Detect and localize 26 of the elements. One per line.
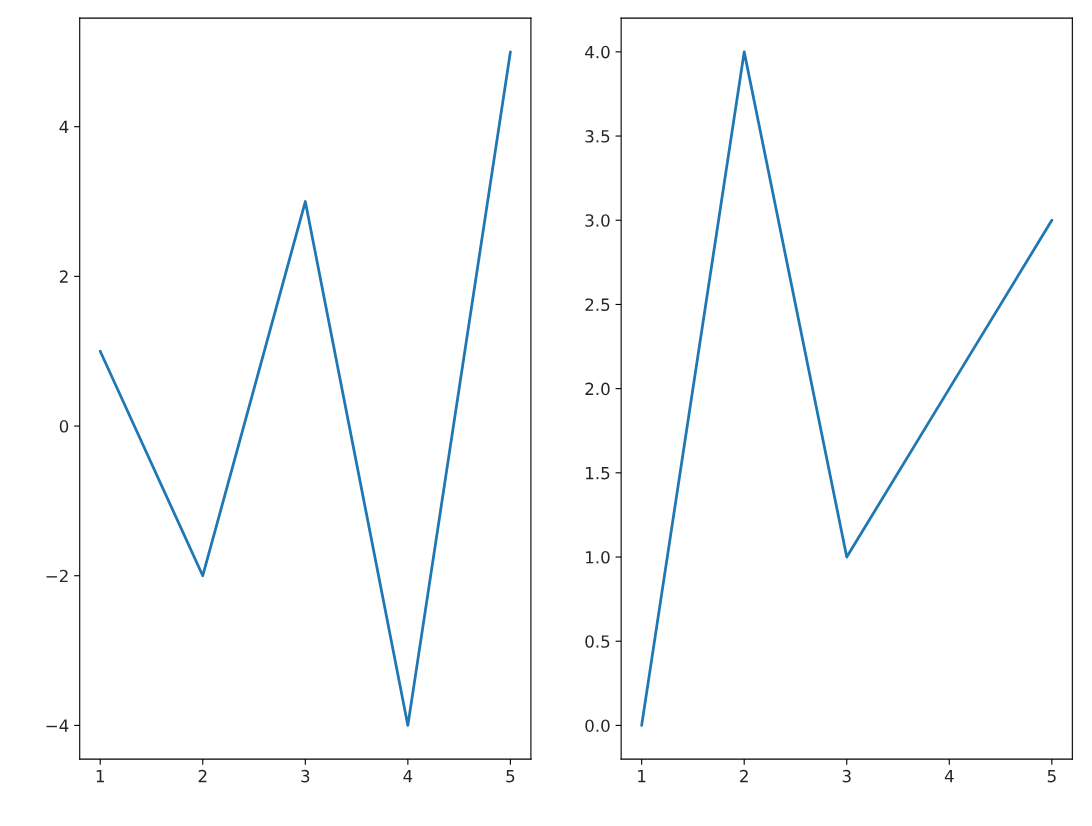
x-tick-label: 1 (638, 770, 646, 783)
y-tick-label: 3.5 (585, 130, 610, 143)
x-tick-label: 4 (403, 770, 413, 783)
x-tick-label: 4 (944, 770, 954, 783)
y-tick-label: −2 (46, 569, 68, 583)
y-tick-label: 0.5 (585, 635, 610, 648)
y-tick-label: 2.0 (585, 382, 610, 396)
y-tick-label: 4 (59, 120, 69, 134)
x-tick-label: 5 (1047, 770, 1056, 783)
x-tick-label: 2 (740, 769, 748, 783)
x-tick-label: 5 (506, 770, 515, 783)
y-tick-label: 0.0 (585, 719, 610, 732)
y-tick-label: 2.5 (585, 298, 610, 312)
y-tick-label: −4 (46, 719, 69, 732)
y-tick-label: 1.0 (586, 550, 610, 564)
x-tick-label: 2 (198, 769, 207, 783)
y-tick-label: 1.5 (586, 467, 610, 480)
y-tick-label: 3.0 (585, 214, 610, 227)
y-tick-label: 2 (59, 270, 68, 283)
x-tick-label: 1 (96, 770, 104, 783)
x-tick-label: 3 (301, 769, 310, 783)
line-series (98, 50, 512, 727)
y-tick-label: 0 (59, 420, 69, 433)
x-tick-label: 3 (842, 769, 851, 783)
line-series (640, 50, 1054, 727)
y-tick-label: 4.0 (585, 45, 610, 59)
